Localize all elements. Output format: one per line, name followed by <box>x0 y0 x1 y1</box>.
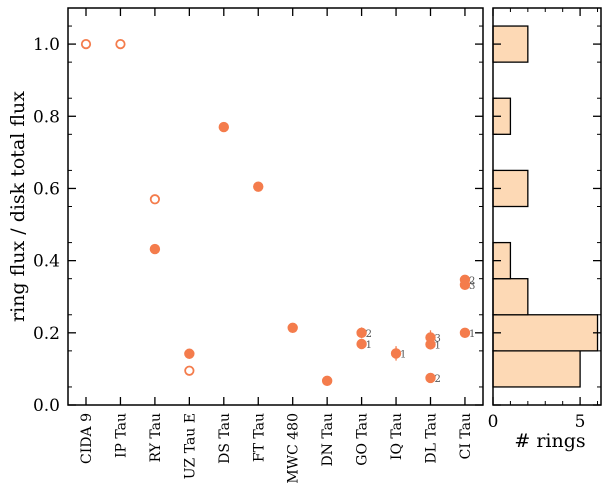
histogram-x-tick-label: 0 <box>488 412 499 432</box>
scatter-point-filled <box>356 327 367 339</box>
scatter-x-tick-label: IP Tau <box>113 413 129 458</box>
scatter-x-tick-label: GO Tau <box>355 413 371 466</box>
scatter-point-filled <box>253 181 264 192</box>
scatter-point-label: 2 <box>366 329 372 340</box>
scatter-y-tick-label: 0.6 <box>33 179 60 199</box>
histogram-panel: 0 5 # rings <box>488 7 602 452</box>
scatter-x-tick-label: CIDA 9 <box>79 413 95 464</box>
scatter-frame <box>67 7 484 406</box>
scatter-point-open <box>184 365 195 376</box>
scatter-y-tick-label: 0.8 <box>33 107 60 127</box>
scatter-point-label: 2 <box>435 374 441 385</box>
scatter-y-tick-label: 0.0 <box>33 396 60 416</box>
scatter-x-tick-label: UZ Tau E <box>182 413 198 479</box>
scatter-point-filled <box>390 348 402 359</box>
scatter-point-filled <box>356 338 367 350</box>
scatter-point-open <box>115 38 126 50</box>
scatter-point-filled <box>425 339 436 350</box>
histogram-bars <box>492 25 599 388</box>
scatter-y-axis-label: ring flux / disk total flux <box>7 91 29 322</box>
histogram-x-axis-label: # rings <box>514 430 585 452</box>
scatter-x-tick-label: DN Tau <box>320 413 336 467</box>
scatter-panel: 0.0 0.2 0.4 0.6 0.8 1.0 CIDA 9 IP Tau RY Tau UZ … <box>7 7 484 483</box>
scatter-x-tick-label: FT Tau <box>251 413 267 462</box>
scatter-x-tick-label: CI Tau <box>458 413 474 459</box>
scatter-point-filled <box>321 375 333 387</box>
scatter-y-ticks: 0.0 0.2 0.4 0.6 0.8 1.0 <box>33 25 483 416</box>
scatter-point-filled <box>425 372 436 384</box>
scatter-point-open <box>80 38 92 50</box>
scatter-point-label: 3 <box>469 281 475 292</box>
scatter-point-label: 1 <box>400 349 406 360</box>
scatter-point-label: 1 <box>469 329 475 340</box>
scatter-point-filled <box>184 348 195 359</box>
scatter-x-tick-label: DL Tau <box>424 413 440 464</box>
scatter-y-tick-label: 0.4 <box>33 252 60 272</box>
histogram-x-tick-label: 5 <box>575 412 586 432</box>
scatter-x-tick-label: DS Tau <box>217 413 233 464</box>
histogram-frame <box>492 7 602 406</box>
histogram-bar <box>492 278 529 316</box>
scatter-x-tick-label: IQ Tau <box>389 413 405 460</box>
scatter-point-filled <box>459 279 471 291</box>
scatter-point-label: 1 <box>366 340 372 351</box>
scatter-point-label: 2 <box>469 276 475 287</box>
scatter-point-filled <box>218 121 230 133</box>
scatter-point-open <box>149 194 160 205</box>
histogram-bar <box>492 314 599 352</box>
scatter-point-filled <box>459 327 471 339</box>
scatter-x-tick-label: RY Tau <box>148 413 164 462</box>
scatter-y-tick-label: 1.0 <box>33 35 60 55</box>
scatter-point-label: 3 <box>435 334 441 345</box>
scatter-x-tick-label: MWC 480 <box>286 413 302 483</box>
scatter-point-filled <box>287 322 298 333</box>
scatter-x-ticks: CIDA 9 IP Tau RY Tau UZ Tau E DS Tau FT Tau MW… <box>79 8 474 483</box>
scatter-point-filled <box>149 243 161 255</box>
scatter-point-label: 1 <box>435 340 441 351</box>
scatter-y-tick-label: 0.2 <box>33 324 60 344</box>
histogram-bar <box>492 350 581 388</box>
